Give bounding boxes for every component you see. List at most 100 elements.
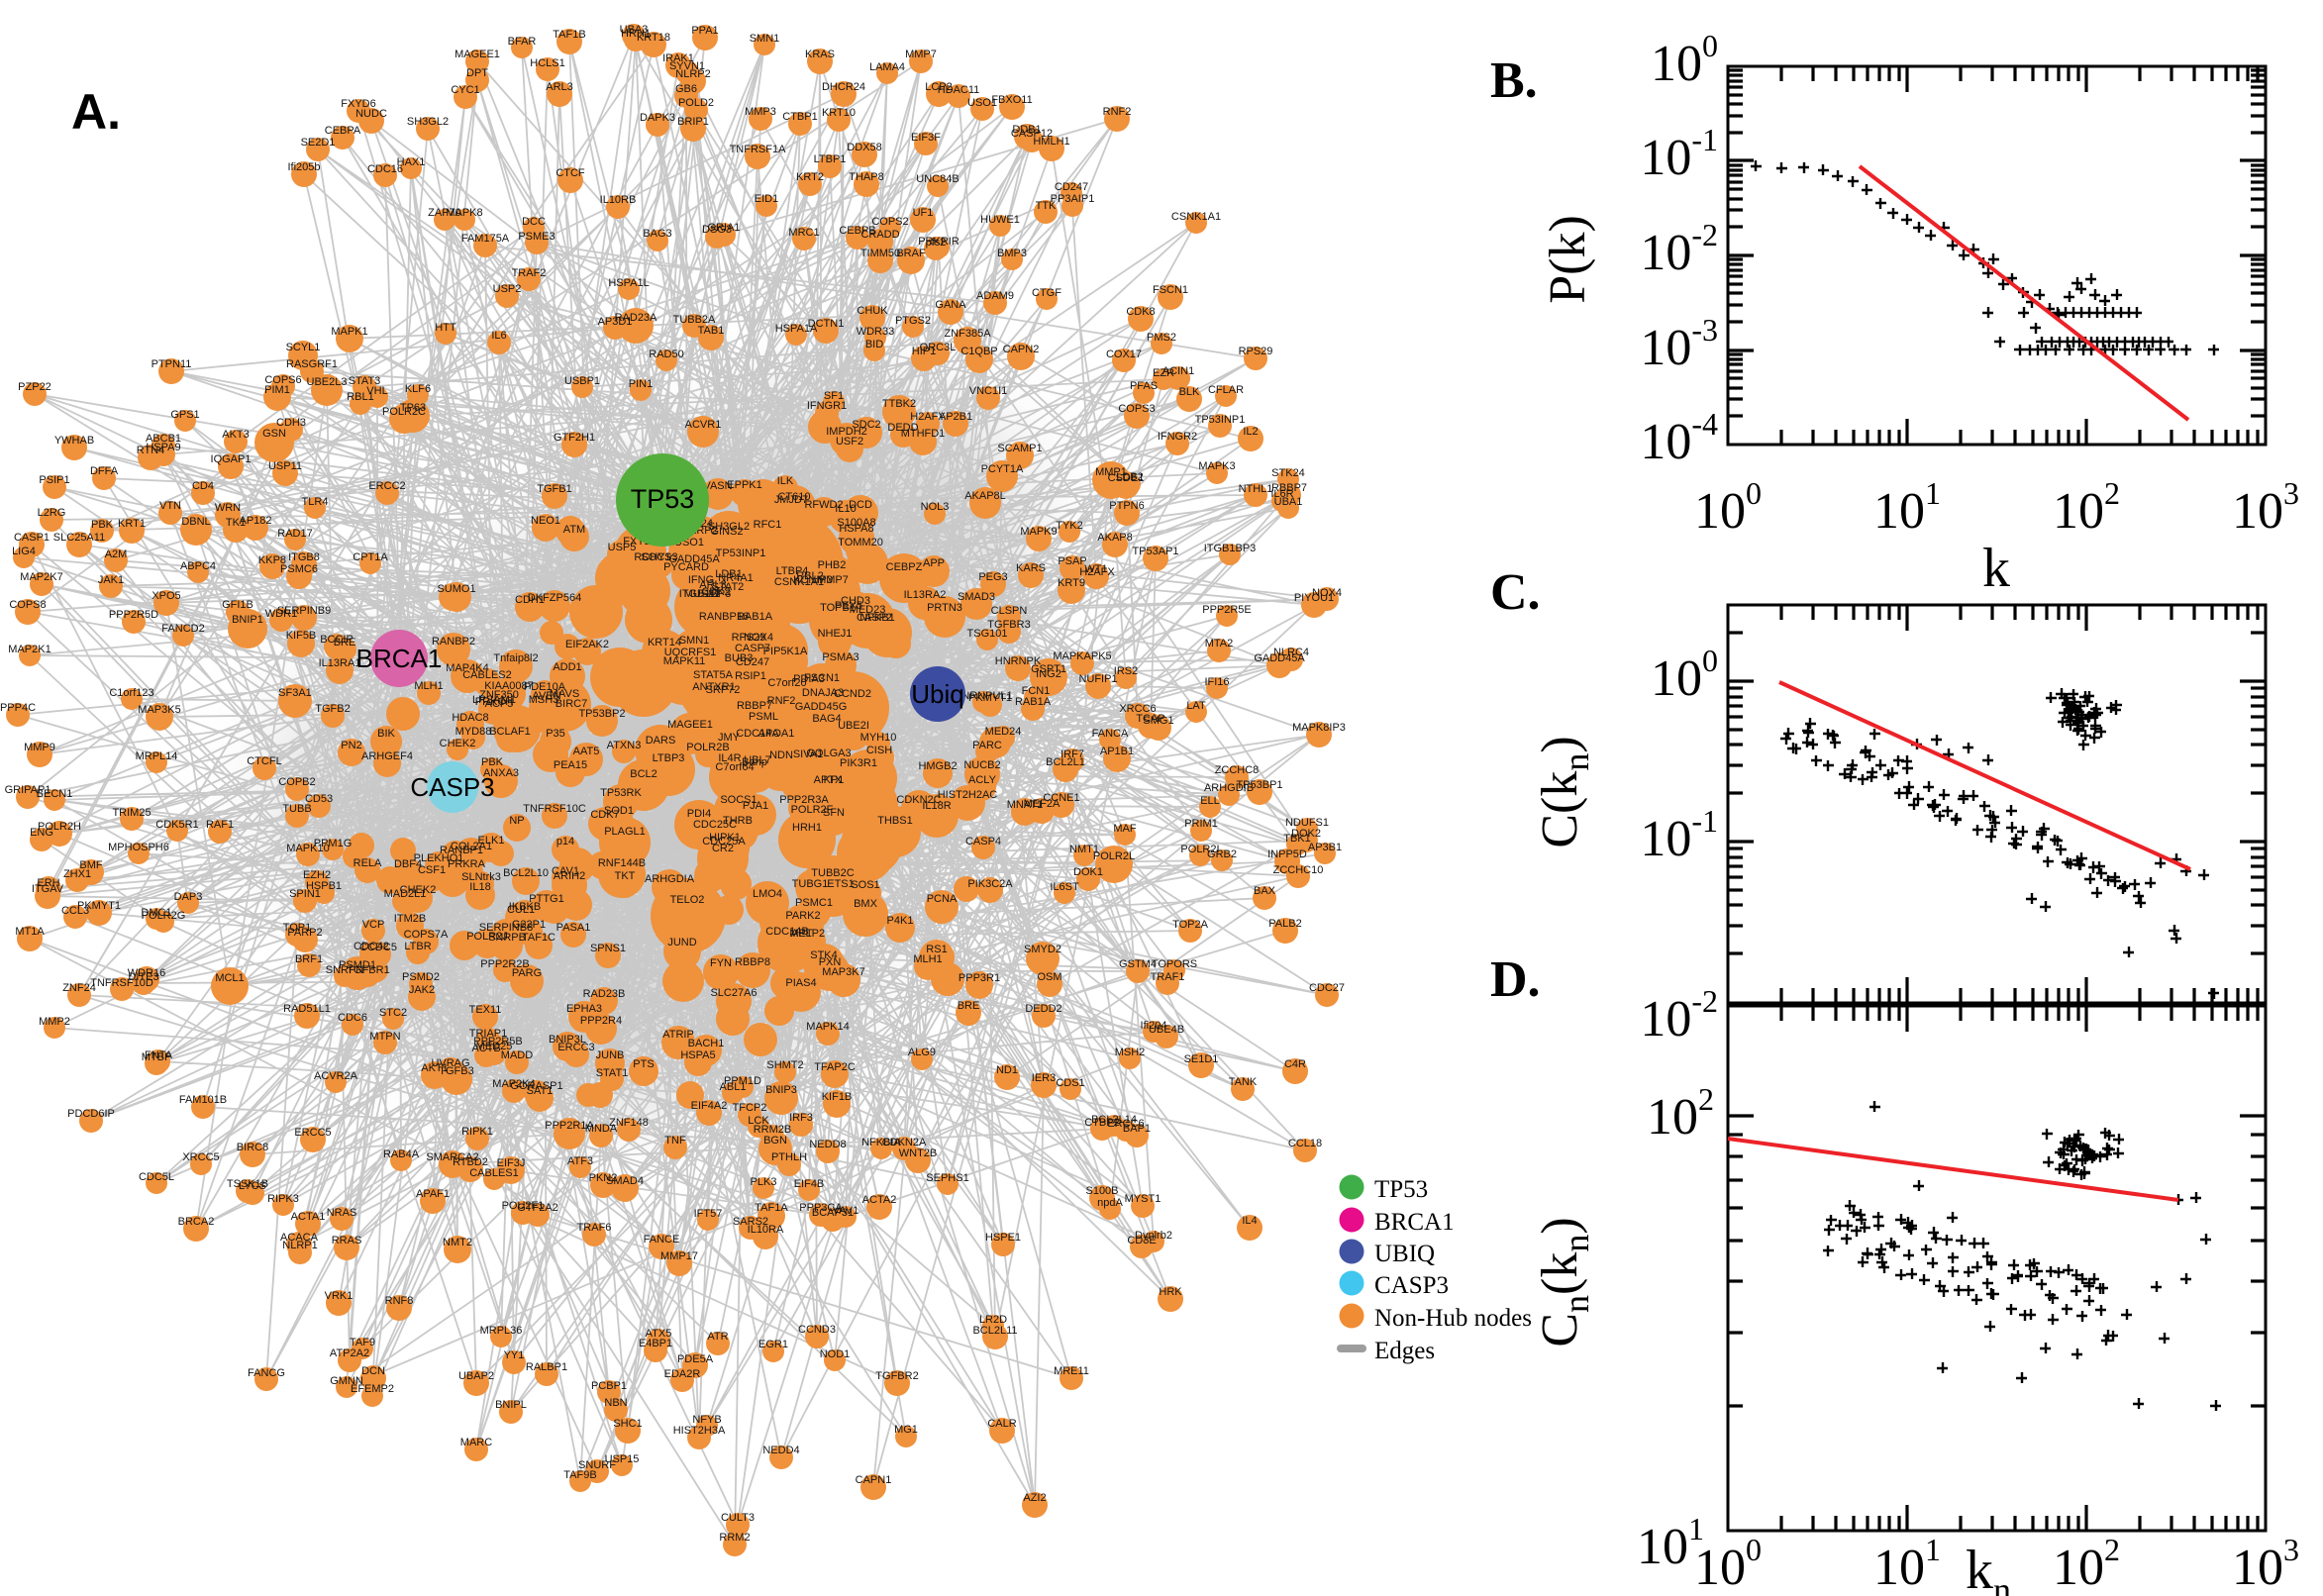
svg-text:ACTA2: ACTA2 xyxy=(862,1194,897,1206)
svg-text:SARS2: SARS2 xyxy=(733,1216,768,1228)
svg-text:TSSK1B: TSSK1B xyxy=(227,1178,268,1190)
svg-text:ERCC2: ERCC2 xyxy=(368,480,405,492)
svg-text:MTA2: MTA2 xyxy=(1205,638,1234,649)
svg-text:BID: BID xyxy=(865,339,883,350)
svg-text:HRH1: HRH1 xyxy=(792,822,822,834)
svg-text:MTBP: MTBP xyxy=(142,1051,172,1063)
svg-text:KRT10: KRT10 xyxy=(822,107,856,119)
svg-text:CISH: CISH xyxy=(866,745,892,756)
svg-text:MED25: MED25 xyxy=(476,1041,513,1052)
svg-text:ATR: ATR xyxy=(707,1331,728,1343)
svg-text:NUDC: NUDC xyxy=(355,108,387,120)
svg-text:BAG3: BAG3 xyxy=(643,228,671,240)
svg-text:AKAP8: AKAP8 xyxy=(1097,532,1132,544)
svg-text:P4K1: P4K1 xyxy=(887,915,914,927)
svg-text:C4R: C4R xyxy=(1284,1058,1306,1070)
svg-text:MLH1: MLH1 xyxy=(913,953,942,965)
svg-text:TGFB2: TGFB2 xyxy=(315,703,350,715)
svg-text:THRB: THRB xyxy=(723,815,753,827)
svg-text:TAF1B: TAF1B xyxy=(553,29,585,41)
svg-text:JAK1: JAK1 xyxy=(98,574,124,586)
svg-text:RANBP1: RANBP1 xyxy=(440,845,483,856)
svg-text:SHMT2: SHMT2 xyxy=(766,1059,803,1071)
svg-text:TTBK2: TTBK2 xyxy=(882,398,916,410)
svg-text:IL6ST: IL6ST xyxy=(1050,881,1079,893)
svg-text:MAP3K7: MAP3K7 xyxy=(822,966,864,978)
svg-text:SAT1: SAT1 xyxy=(527,1085,554,1097)
svg-text:NUFIP1: NUFIP1 xyxy=(1078,673,1117,685)
svg-text:GINS2: GINS2 xyxy=(710,526,743,538)
svg-text:GPS1: GPS1 xyxy=(170,409,199,421)
svg-text:TELO2: TELO2 xyxy=(670,894,705,906)
svg-text:RBBP7: RBBP7 xyxy=(1271,482,1307,494)
svg-text:LAT: LAT xyxy=(1186,700,1206,712)
svg-text:PJA1: PJA1 xyxy=(743,800,768,812)
svg-text:UBL7: UBL7 xyxy=(744,754,771,766)
svg-text:POU2F1: POU2F1 xyxy=(502,1200,545,1212)
svg-text:GTF2A2: GTF2A2 xyxy=(517,1202,558,1214)
svg-text:TOP1: TOP1 xyxy=(283,922,312,934)
svg-text:POLR2C: POLR2C xyxy=(382,406,426,418)
svg-text:ITGAV: ITGAV xyxy=(32,883,64,895)
svg-text:POLR2L: POLR2L xyxy=(1093,850,1135,862)
svg-text:RNF144B: RNF144B xyxy=(598,857,646,869)
svg-text:EIF4B: EIF4B xyxy=(794,1178,825,1190)
svg-text:ERCC5: ERCC5 xyxy=(294,1127,331,1139)
svg-text:NEDD4: NEDD4 xyxy=(762,1445,799,1456)
svg-text:ACACA: ACACA xyxy=(280,1232,319,1244)
svg-text:RPS29: RPS29 xyxy=(732,632,766,644)
svg-text:CDKN2A: CDKN2A xyxy=(882,1137,927,1148)
svg-text:PSMC6: PSMC6 xyxy=(280,563,318,575)
svg-text:SMAD3: SMAD3 xyxy=(958,591,995,603)
svg-text:TFCP2: TFCP2 xyxy=(733,1102,767,1114)
svg-text:PZP22: PZP22 xyxy=(18,381,51,393)
svg-text:KCNIP3: KCNIP3 xyxy=(793,574,833,586)
svg-text:CEBPA: CEBPA xyxy=(325,125,361,137)
svg-text:BRCA2: BRCA2 xyxy=(178,1216,215,1228)
svg-text:CHD3: CHD3 xyxy=(841,595,870,607)
svg-text:NP: NP xyxy=(509,815,524,827)
svg-text:HMGB2: HMGB2 xyxy=(918,760,957,772)
svg-text:SEPHS1: SEPHS1 xyxy=(926,1172,968,1184)
svg-text:LCK: LCK xyxy=(748,1115,769,1127)
svg-text:BCCIP: BCCIP xyxy=(320,634,354,646)
svg-text:PRKRIR: PRKRIR xyxy=(918,236,960,248)
svg-text:TNFRSF10C: TNFRSF10C xyxy=(523,803,586,815)
svg-text:SH3GL2: SH3GL2 xyxy=(407,116,449,128)
svg-text:TOMM20: TOMM20 xyxy=(838,537,883,549)
svg-text:STC2: STC2 xyxy=(379,1007,407,1019)
svg-text:PIAS4: PIAS4 xyxy=(785,977,816,989)
svg-text:SNRPN: SNRPN xyxy=(326,964,364,976)
svg-text:LYCS: LYCS xyxy=(239,1180,266,1192)
svg-text:PARC: PARC xyxy=(972,740,1002,751)
svg-text:SERPINB8: SERPINB8 xyxy=(479,922,533,934)
svg-text:DEDD2: DEDD2 xyxy=(1025,1003,1061,1015)
svg-text:ZCCHC8: ZCCHC8 xyxy=(1215,764,1260,776)
svg-text:ADAM9: ADAM9 xyxy=(976,290,1014,302)
svg-text:BNIP1: BNIP1 xyxy=(232,614,263,626)
svg-text:KP1: KP1 xyxy=(824,774,845,786)
svg-text:PIP5K1A: PIP5K1A xyxy=(763,646,808,657)
svg-text:NR4A1: NR4A1 xyxy=(718,572,753,584)
svg-text:MAPK1: MAPK1 xyxy=(331,326,367,338)
svg-text:CD247: CD247 xyxy=(1055,181,1088,193)
svg-text:HIP1: HIP1 xyxy=(912,346,936,357)
svg-text:NOX4: NOX4 xyxy=(744,632,773,644)
svg-text:UBA3: UBA3 xyxy=(620,24,649,36)
svg-text:ND1: ND1 xyxy=(996,1064,1018,1076)
svg-text:ZNF385A: ZNF385A xyxy=(944,328,991,340)
svg-text:BECN1: BECN1 xyxy=(37,788,73,800)
svg-text:TP53BP2: TP53BP2 xyxy=(578,708,625,720)
svg-text:BRCA1: BRCA1 xyxy=(356,644,443,673)
svg-text:PPA1: PPA1 xyxy=(691,25,718,37)
svg-text:A2M: A2M xyxy=(105,549,128,560)
svg-text:GRB2: GRB2 xyxy=(1207,848,1237,860)
svg-text:CFLAR: CFLAR xyxy=(1208,384,1244,396)
svg-text:STAT2: STAT2 xyxy=(712,581,745,593)
svg-text:ITGB1BP3: ITGB1BP3 xyxy=(1204,543,1257,554)
svg-text:CASP2: CASP2 xyxy=(857,612,892,624)
svg-text:PBK: PBK xyxy=(481,756,504,768)
svg-text:MYD88: MYD88 xyxy=(455,726,492,738)
svg-text:UBAP2: UBAP2 xyxy=(458,1370,494,1382)
svg-text:LMO4: LMO4 xyxy=(753,888,782,900)
